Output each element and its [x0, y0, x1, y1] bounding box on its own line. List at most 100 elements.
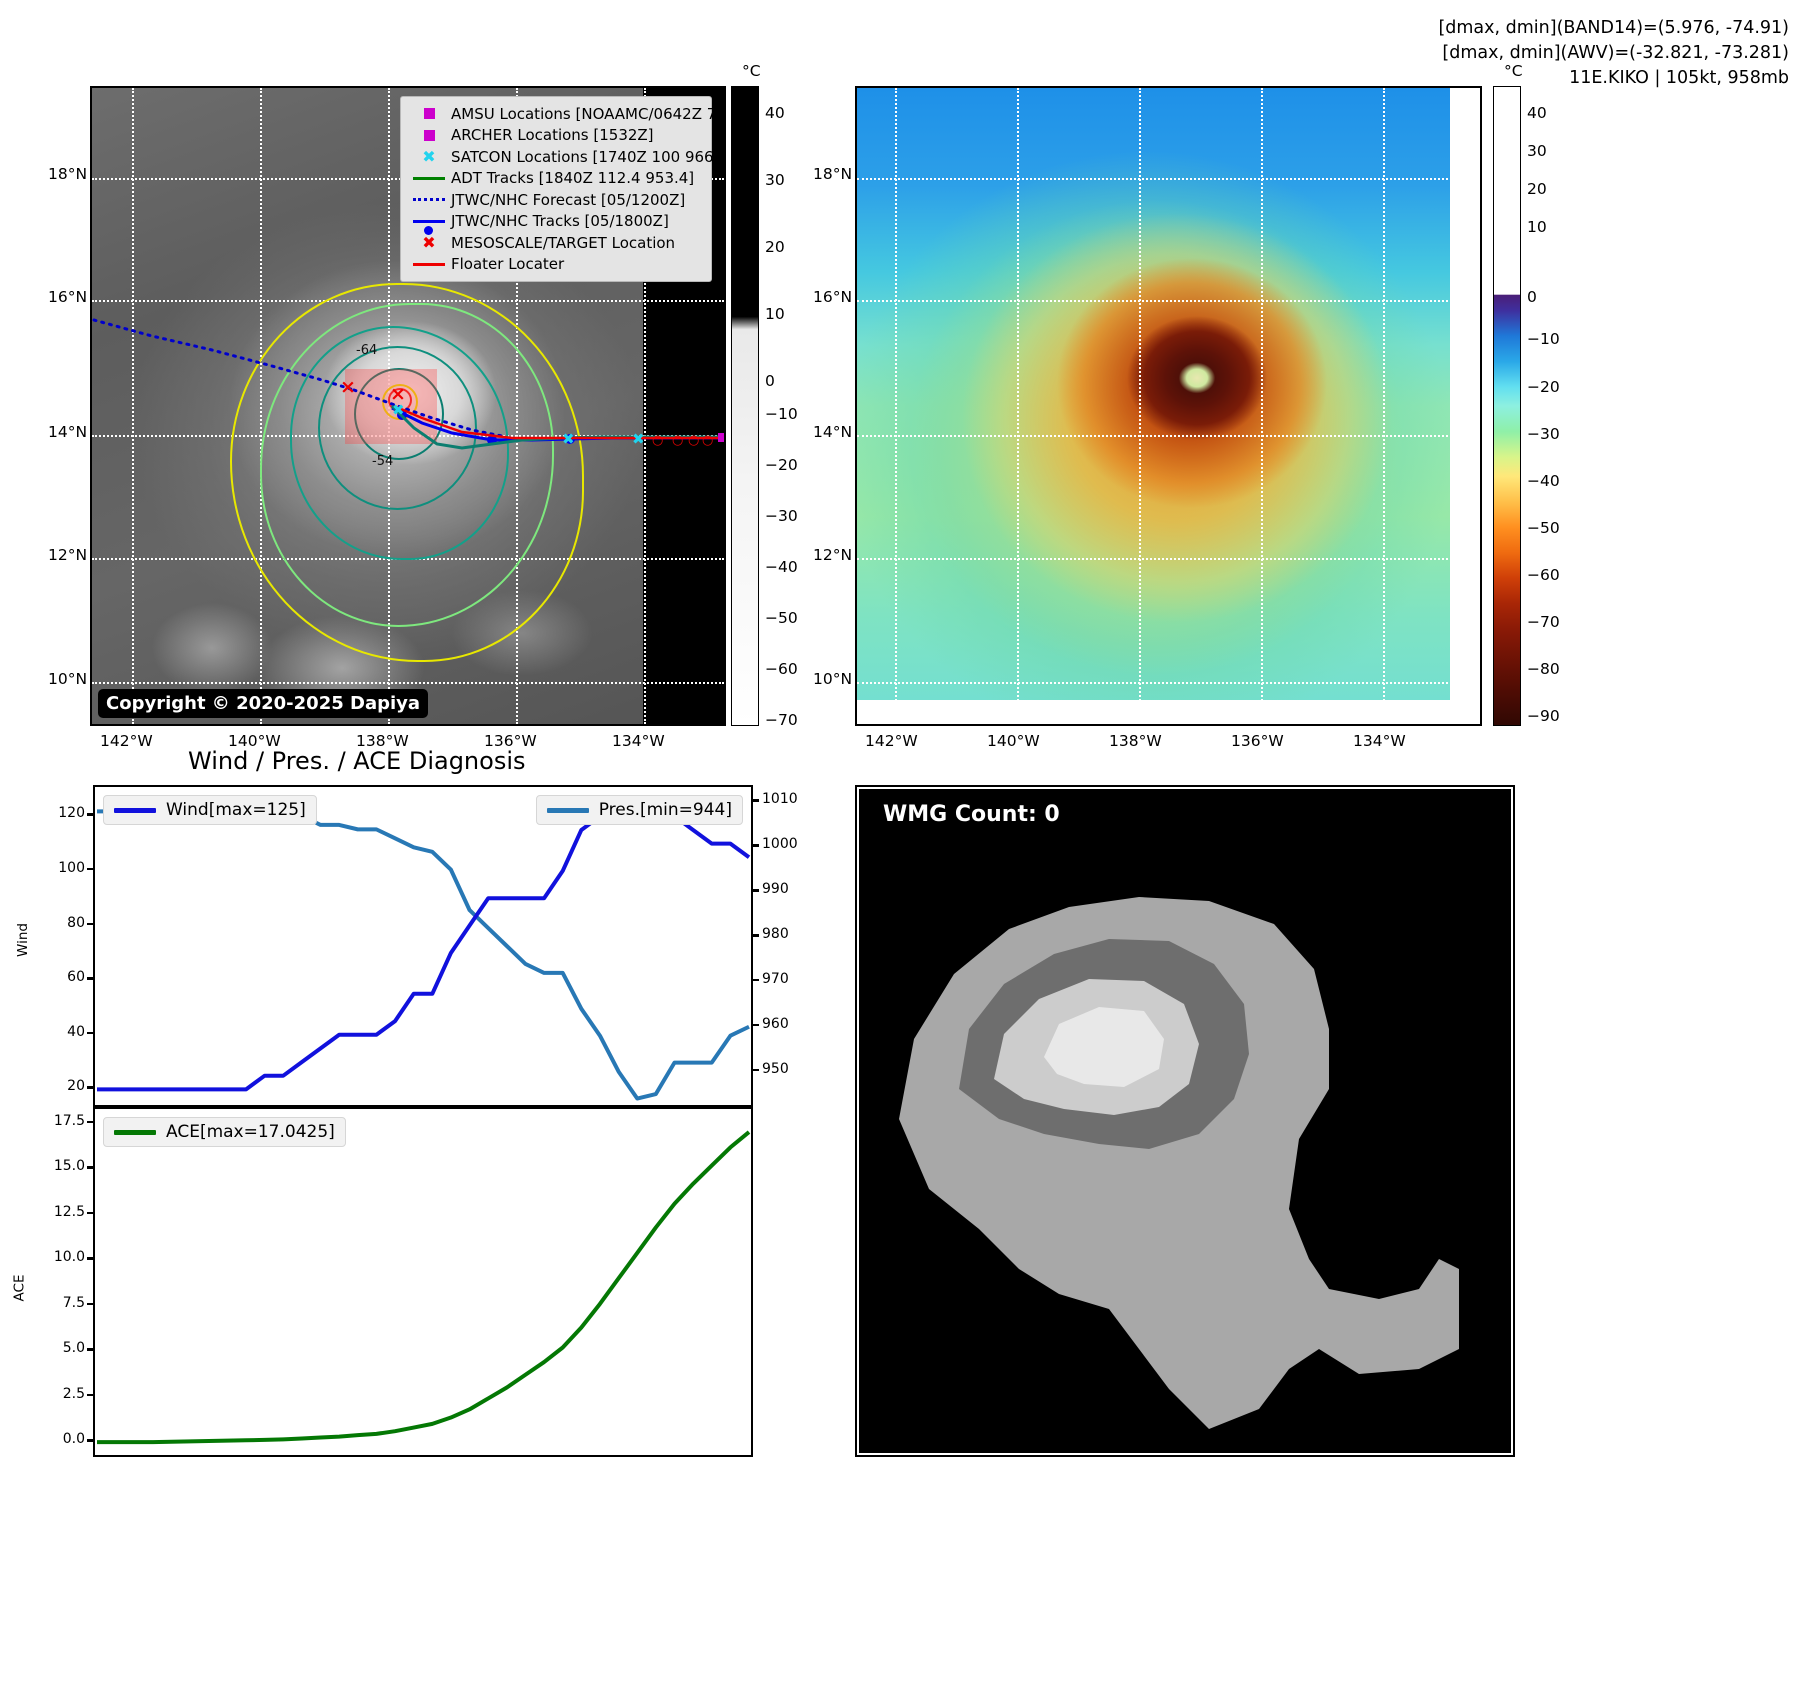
- legend-item-floater-locater: Floater Locater: [407, 254, 703, 276]
- legend-label: SATCON Locations [1740Z 100 966]: [451, 147, 720, 166]
- x-marker-icon: ✖: [422, 146, 436, 166]
- ace-chart[interactable]: ACE[max=17.0425]: [93, 1107, 753, 1457]
- legend-item-jtwc-nhc-forecast: JTWC/NHC Forecast [05/1200Z]: [407, 189, 703, 211]
- axis-tickmark: [752, 844, 759, 847]
- chart-tick-label: 40: [67, 1023, 85, 1040]
- svg-text:○: ○: [652, 433, 663, 448]
- axis-tickmark: [87, 1166, 94, 1169]
- dotted-line-marker-icon: [407, 198, 451, 202]
- ir-colorbar: [731, 86, 759, 726]
- colorbar-tick: −50: [765, 609, 798, 627]
- awv-lon-tick: 138°W: [1109, 732, 1162, 750]
- wind-legend: Wind[max=125]: [103, 795, 317, 825]
- axis-tickmark: [752, 1068, 759, 1072]
- colorbar-tick: 40: [765, 104, 785, 122]
- chart-tick-label: 100: [58, 859, 85, 876]
- x-marker-icon: ✖: [422, 232, 436, 252]
- legend-item-mesoscale-target-location: ✖ MESOSCALE/TARGET Location: [407, 232, 703, 254]
- axis-tickmark: [87, 1086, 94, 1089]
- awv-lat-tick: 16°N: [813, 288, 853, 306]
- wind-axis-title: Wind: [14, 923, 31, 957]
- colorbar-tick: 30: [765, 171, 785, 189]
- awv-colorbar: [1493, 86, 1521, 726]
- ir-lat-tick: 18°N: [48, 165, 88, 183]
- awv-lat-tick: 12°N: [813, 546, 853, 564]
- awv-satellite-panel[interactable]: [855, 86, 1482, 726]
- contour-label-64: -64: [356, 343, 378, 358]
- axis-tickmark: [752, 799, 759, 802]
- ir-lat-tick: 14°N: [48, 423, 88, 441]
- colorbar-tick: 10: [765, 305, 785, 323]
- svg-text:×: ×: [340, 376, 356, 398]
- storm-id: 11E.KIKO | 105kt, 958mb: [1569, 67, 1789, 88]
- chart-tick-label: 960: [762, 1015, 789, 1032]
- legend-label: AMSU Locations [NOAAMC/0642Z 70 987]: [451, 104, 726, 123]
- square-marker-icon: [407, 129, 451, 141]
- colorbar-tick: −30: [1527, 425, 1560, 443]
- svg-text:×: ×: [390, 383, 406, 405]
- colorbar-tick: −70: [765, 711, 798, 729]
- awv-lat-tick: 18°N: [813, 165, 853, 183]
- chart-tick-label: 17.5: [53, 1112, 85, 1129]
- awv-gridlines: [857, 88, 1480, 724]
- chart-tick-label: 15.0: [53, 1158, 85, 1175]
- legend-item-archer-locations: ARCHER Locations [1532Z]: [407, 125, 703, 147]
- legend-item-amsu-locations: AMSU Locations [NOAAMC/0642Z 70 987]: [407, 103, 724, 125]
- chart-tick-label: 80: [67, 914, 85, 931]
- svg-text:○: ○: [688, 433, 699, 448]
- colorbar-tick: −20: [765, 456, 798, 474]
- ace-plot-area: [97, 1130, 751, 1445]
- colorbar-tick: −30: [765, 507, 798, 525]
- ir-lat-tick: 12°N: [48, 546, 88, 564]
- chart-tick-label: 12.5: [53, 1203, 85, 1220]
- colorbar-tick: 10: [1527, 218, 1547, 236]
- ir-lon-tick: 140°W: [228, 732, 281, 750]
- ir-lat-tick: 10°N: [48, 670, 88, 688]
- chart-tick-label: 970: [762, 970, 789, 987]
- svg-text:✖: ✖: [392, 401, 405, 419]
- ace-axis-title: ACE: [11, 1274, 28, 1302]
- mesoscale-target-box: [345, 369, 437, 444]
- pressure-legend-label: Pres.[min=944]: [598, 800, 732, 820]
- svg-text:✖: ✖: [562, 430, 575, 448]
- wind-legend-label: Wind[max=125]: [166, 800, 306, 820]
- axis-tickmark: [87, 1257, 94, 1260]
- awv-lon-tick: 136°W: [1231, 732, 1284, 750]
- axis-tickmark: [87, 922, 94, 926]
- ir-satellite-panel[interactable]: -64 -54 × × ✖ ✖ ✖ ○ ○ ○ ○ AMSU Locations [NOA…: [90, 86, 726, 726]
- axis-tickmark: [752, 978, 759, 982]
- colorbar-tick: −60: [765, 660, 798, 678]
- svg-text:○: ○: [672, 433, 683, 448]
- legend-item-adt-tracks: ADT Tracks [1840Z 112.4 953.4]: [407, 168, 703, 190]
- axis-tickmark: [87, 1302, 94, 1306]
- axis-tickmark: [752, 889, 759, 892]
- colorbar-tick: −10: [765, 405, 798, 423]
- awv-lon-tick: 140°W: [987, 732, 1040, 750]
- axis-tickmark: [87, 1348, 94, 1351]
- ace-legend: ACE[max=17.0425]: [103, 1117, 346, 1147]
- legend-label: ADT Tracks [1840Z 112.4 953.4]: [451, 169, 695, 188]
- colorbar-tick: −70: [1527, 613, 1560, 631]
- axis-tickmark: [752, 1023, 759, 1027]
- axis-tickmark: [87, 1211, 94, 1215]
- chart-tick-label: 20: [67, 1078, 85, 1095]
- chart-tick-label: 1000: [762, 836, 798, 853]
- wmg-panel[interactable]: WMG Count: 0: [855, 785, 1515, 1457]
- ir-legend: AMSU Locations [NOAAMC/0642Z 70 987] ARC…: [400, 96, 724, 282]
- wmg-count-badge: WMG Count: 0: [871, 797, 1072, 832]
- colorbar-tick: 40: [1527, 104, 1547, 122]
- awv-lon-tick: 142°W: [865, 732, 918, 750]
- pressure-legend: Pres.[min=944]: [535, 795, 743, 825]
- line-marker-icon: [407, 262, 451, 266]
- axis-tickmark: [752, 934, 759, 937]
- colorbar-tick: −20: [1527, 378, 1560, 396]
- axis-tickmark: [87, 1031, 94, 1035]
- legend-item-satcon-locations: ✖ SATCON Locations [1740Z 100 966]: [407, 146, 719, 168]
- contour-label-54: -54: [372, 454, 394, 469]
- ir-lat-tick: 16°N: [48, 288, 88, 306]
- wmg-canvas: [859, 789, 1511, 1453]
- colorbar-tick: 20: [765, 238, 785, 256]
- wind-pressure-chart[interactable]: Wind[max=125] Pres.[min=944]: [93, 785, 753, 1107]
- awv-lon-tick: 134°W: [1353, 732, 1406, 750]
- chart-tick-label: 60: [67, 969, 85, 986]
